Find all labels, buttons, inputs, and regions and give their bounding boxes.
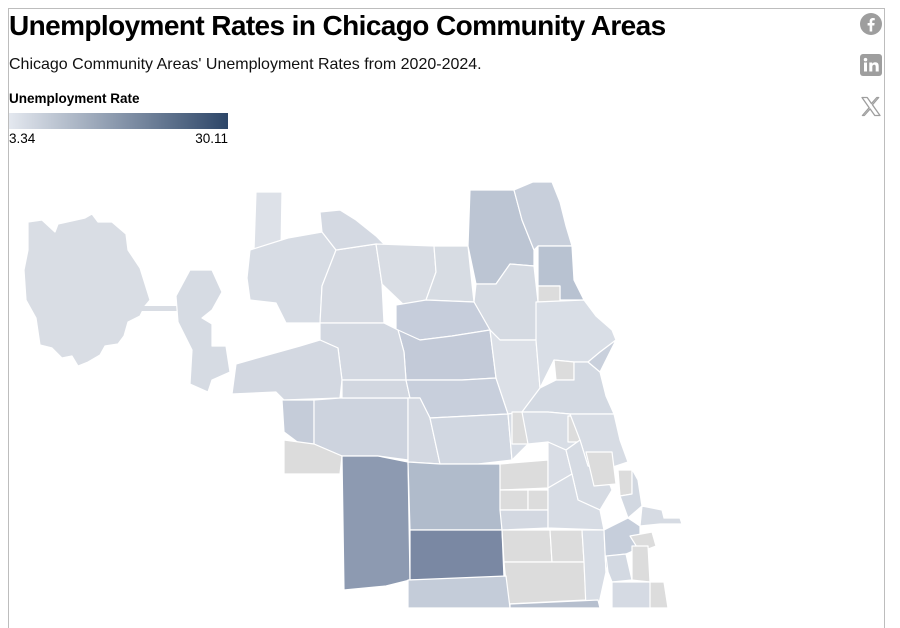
community-area[interactable] bbox=[231, 339, 343, 401]
legend-max-value: 30.11 bbox=[195, 131, 228, 146]
community-area[interactable] bbox=[511, 411, 529, 445]
community-area[interactable] bbox=[649, 581, 669, 608]
community-area[interactable] bbox=[499, 509, 549, 531]
community-area[interactable] bbox=[587, 339, 617, 373]
facebook-icon bbox=[860, 13, 882, 35]
community-area[interactable] bbox=[409, 529, 505, 581]
community-area[interactable] bbox=[501, 529, 553, 563]
linkedin-share-button[interactable] bbox=[858, 52, 884, 78]
x-icon bbox=[861, 96, 881, 117]
community-area[interactable] bbox=[547, 473, 605, 531]
facebook-share-button[interactable] bbox=[858, 11, 884, 37]
community-area[interactable] bbox=[283, 439, 343, 475]
community-area[interactable] bbox=[341, 455, 411, 591]
community-area[interactable] bbox=[581, 529, 607, 608]
community-area[interactable] bbox=[549, 529, 585, 563]
community-area[interactable] bbox=[407, 575, 511, 608]
community-area[interactable] bbox=[537, 285, 561, 303]
community-area[interactable] bbox=[407, 461, 503, 531]
legend-color-scale bbox=[9, 113, 228, 129]
legend-title: Unemployment Rate bbox=[9, 91, 140, 106]
page-subtitle: Chicago Community Areas' Unemployment Ra… bbox=[9, 56, 482, 73]
community-area[interactable] bbox=[175, 269, 231, 393]
community-area[interactable] bbox=[23, 213, 151, 367]
community-areas-map bbox=[23, 181, 683, 608]
community-area[interactable] bbox=[499, 459, 549, 491]
community-area[interactable] bbox=[281, 399, 315, 445]
community-area[interactable] bbox=[617, 469, 633, 497]
community-area[interactable] bbox=[429, 413, 513, 465]
community-area[interactable] bbox=[553, 359, 575, 381]
community-area[interactable] bbox=[341, 379, 411, 399]
community-area[interactable] bbox=[585, 451, 617, 487]
community-area[interactable] bbox=[605, 553, 633, 583]
community-area[interactable] bbox=[513, 181, 573, 251]
legend-min-value: 3.34 bbox=[9, 131, 36, 146]
community-area[interactable] bbox=[509, 599, 601, 608]
community-area[interactable] bbox=[619, 461, 643, 519]
community-area[interactable] bbox=[631, 545, 651, 583]
community-area[interactable] bbox=[499, 489, 529, 511]
pier bbox=[639, 505, 683, 527]
community-area[interactable] bbox=[527, 489, 549, 511]
community-area[interactable] bbox=[397, 329, 497, 381]
x-share-button[interactable] bbox=[858, 93, 884, 119]
community-area[interactable] bbox=[611, 581, 653, 608]
linkedin-icon bbox=[860, 54, 882, 76]
page-title: Unemployment Rates in Chicago Community … bbox=[9, 10, 666, 41]
community-area[interactable] bbox=[503, 561, 587, 605]
